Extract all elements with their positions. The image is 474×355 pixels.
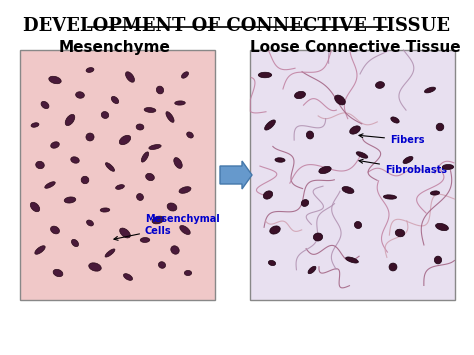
Ellipse shape [306,131,314,139]
Ellipse shape [111,97,118,104]
Ellipse shape [137,193,144,201]
Ellipse shape [87,220,93,226]
Text: Mesenchyme: Mesenchyme [59,40,171,55]
Ellipse shape [258,72,272,78]
Ellipse shape [100,208,110,212]
Ellipse shape [76,92,84,98]
Ellipse shape [270,226,280,234]
Ellipse shape [179,187,191,193]
Ellipse shape [391,117,399,123]
Ellipse shape [136,124,144,130]
FancyBboxPatch shape [20,50,215,300]
Ellipse shape [119,135,131,145]
Ellipse shape [72,239,79,247]
Ellipse shape [119,228,130,238]
Ellipse shape [430,191,439,195]
Ellipse shape [124,274,133,280]
Ellipse shape [436,223,448,231]
Text: DEVELOPMENT OF CONNECTIVE TISSUE: DEVELOPMENT OF CONNECTIVE TISSUE [24,17,450,35]
Text: Loose Connective Tissue: Loose Connective Tissue [250,40,460,55]
Ellipse shape [41,102,49,109]
Ellipse shape [342,186,354,193]
Ellipse shape [268,261,276,266]
Ellipse shape [53,269,63,277]
Text: Mesenchymal
Cells: Mesenchymal Cells [114,214,220,240]
Ellipse shape [105,163,115,171]
Ellipse shape [116,185,124,189]
Ellipse shape [89,263,101,271]
Ellipse shape [436,123,444,131]
FancyBboxPatch shape [250,50,455,300]
Ellipse shape [167,203,177,211]
Ellipse shape [355,222,362,229]
Ellipse shape [81,176,89,184]
Ellipse shape [71,157,79,163]
Ellipse shape [30,202,40,212]
Ellipse shape [158,262,165,268]
Ellipse shape [389,263,397,271]
FancyArrow shape [220,161,252,189]
Ellipse shape [49,76,61,84]
Ellipse shape [434,256,442,264]
Ellipse shape [140,237,150,242]
Ellipse shape [187,132,193,138]
Ellipse shape [275,158,285,162]
Ellipse shape [356,152,368,158]
Text: Fibers: Fibers [359,134,425,145]
Ellipse shape [51,142,59,148]
Ellipse shape [319,166,331,174]
Ellipse shape [105,249,115,257]
Ellipse shape [152,216,164,224]
Ellipse shape [141,152,149,162]
Ellipse shape [35,246,45,254]
Ellipse shape [180,225,190,235]
Ellipse shape [395,229,405,237]
Ellipse shape [294,91,305,99]
Ellipse shape [64,197,76,203]
Ellipse shape [442,164,454,170]
Ellipse shape [264,191,273,199]
Ellipse shape [346,257,358,263]
Ellipse shape [383,195,397,199]
Ellipse shape [65,114,75,126]
Ellipse shape [126,72,135,82]
Ellipse shape [335,95,346,105]
Ellipse shape [144,108,156,113]
Ellipse shape [403,157,413,164]
Ellipse shape [156,86,164,94]
Ellipse shape [166,112,174,122]
Ellipse shape [175,101,185,105]
Ellipse shape [36,161,44,169]
Ellipse shape [350,126,360,134]
Ellipse shape [308,266,316,274]
Ellipse shape [101,111,109,119]
Ellipse shape [86,67,94,72]
Ellipse shape [174,158,182,168]
Ellipse shape [184,271,191,275]
Ellipse shape [149,144,161,149]
Ellipse shape [51,226,59,234]
Ellipse shape [182,72,189,78]
Ellipse shape [146,173,155,181]
Ellipse shape [301,200,309,207]
Ellipse shape [171,246,179,254]
Ellipse shape [313,233,323,241]
Ellipse shape [375,82,384,88]
Ellipse shape [45,182,55,188]
Ellipse shape [86,133,94,141]
Ellipse shape [31,123,39,127]
Ellipse shape [264,120,275,130]
Text: Fibroblasts: Fibroblasts [359,159,447,175]
Ellipse shape [425,87,436,93]
